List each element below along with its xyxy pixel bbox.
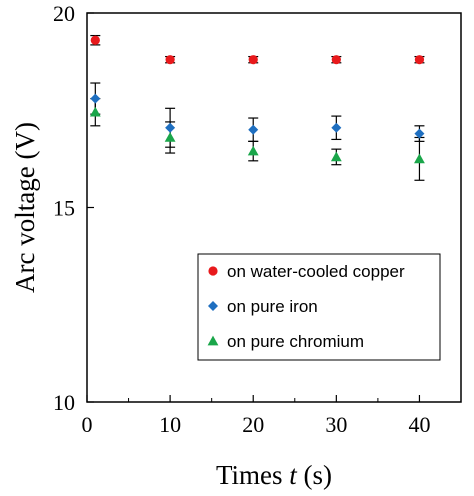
x-tick-label: 30 xyxy=(325,412,347,437)
x-axis-title-variable: t xyxy=(289,460,298,490)
data-point xyxy=(331,55,341,65)
data-point xyxy=(248,55,258,65)
y-tick-label: 10 xyxy=(53,390,75,415)
markers-layer xyxy=(89,35,425,164)
x-axis-title-unit: (s) xyxy=(297,460,332,490)
legend-marker xyxy=(208,301,218,311)
data-point xyxy=(165,122,176,133)
legend-box xyxy=(197,253,441,361)
data-point xyxy=(414,55,425,65)
data-point xyxy=(414,128,425,139)
legend-label: on water-cooled copper xyxy=(227,262,405,281)
data-point xyxy=(248,124,259,135)
data-point xyxy=(330,151,342,162)
x-axis-title: Times t (s) xyxy=(216,460,332,490)
data-point xyxy=(90,93,101,104)
legend-label: on pure chromium xyxy=(227,332,364,351)
x-tick-label: 20 xyxy=(242,412,264,437)
data-point xyxy=(165,55,175,65)
data-point xyxy=(331,122,342,133)
y-axis-title: Arc voltage (V) xyxy=(10,122,40,293)
legend: on water-cooled copper on pure iron on pur… xyxy=(197,253,441,361)
x-tick-label: 10 xyxy=(159,412,181,437)
y-tick-label: 15 xyxy=(53,196,75,221)
x-axis-title-prefix: Times xyxy=(216,460,289,490)
error-bars-layer xyxy=(90,34,425,181)
data-point xyxy=(247,145,259,156)
x-tick-label: 0 xyxy=(82,412,93,437)
data-point xyxy=(164,132,176,142)
data-point xyxy=(414,153,425,164)
data-point xyxy=(89,106,101,117)
legend-marker xyxy=(207,335,219,346)
y-tick-label: 20 xyxy=(53,1,75,26)
data-point xyxy=(90,35,100,45)
ticks-layer: 0 10 20 30 40 10 15 20 xyxy=(53,1,430,437)
legend-label: on pure iron xyxy=(227,297,318,316)
x-tick-label: 40 xyxy=(408,412,430,437)
legend-marker xyxy=(208,266,218,276)
